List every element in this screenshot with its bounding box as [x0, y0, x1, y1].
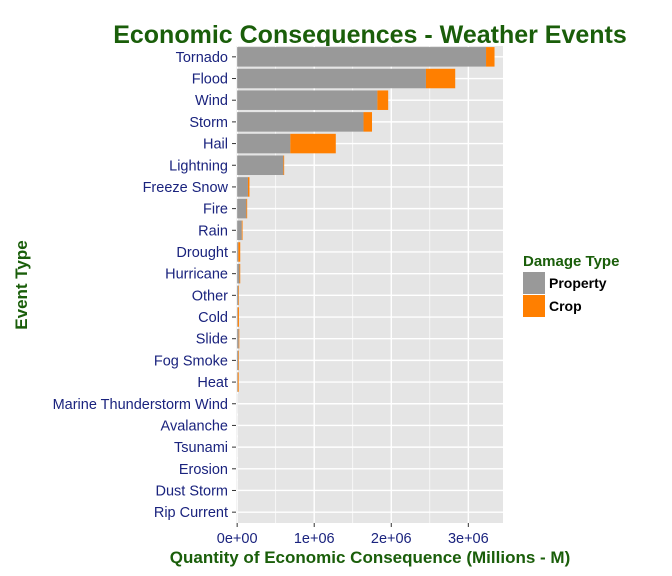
bar-crop: [238, 350, 239, 371]
x-axis-title: Quantity of Economic Consequence (Millio…: [170, 548, 570, 567]
legend-label-property: Property: [549, 275, 607, 291]
category-label: Hurricane: [165, 267, 228, 283]
legend-title: Damage Type: [523, 253, 619, 270]
bar-crop: [237, 307, 239, 327]
bar-crop: [238, 328, 240, 349]
category-label: Tsunami: [174, 440, 228, 456]
bar-crop: [241, 220, 243, 241]
x-tick-label: 1e+06: [294, 531, 335, 547]
chart-title: Economic Consequences - Weather Events: [113, 21, 627, 49]
bar-crop: [238, 285, 239, 306]
bar-crop: [246, 198, 248, 219]
category-label: Slide: [196, 332, 228, 348]
legend-label-crop: Crop: [549, 298, 582, 314]
category-label: Hail: [203, 137, 228, 153]
category-label: Avalanche: [161, 418, 228, 434]
bar-crop: [425, 68, 456, 89]
legend-key-property: [523, 272, 545, 294]
bar-property: [237, 220, 242, 241]
bar-property: [237, 155, 284, 176]
bar-crop: [238, 242, 241, 262]
bar-crop: [283, 155, 285, 176]
category-label: Marine Thunderstorm Wind: [53, 397, 228, 413]
x-axis-ticks: 0e+00 1e+06 2e+06 3e+06: [217, 523, 489, 547]
bar-crop: [239, 263, 241, 284]
bar-property: [237, 372, 238, 392]
bar-crop: [237, 372, 239, 392]
x-tick-label: 3e+06: [448, 531, 489, 547]
bar-property: [237, 177, 248, 197]
bar-property: [237, 47, 487, 67]
bar-property: [237, 198, 247, 219]
bar-property: [237, 328, 239, 349]
category-label: Heat: [197, 375, 228, 391]
legend: Damage Type Property Crop: [523, 253, 619, 317]
category-label: Rain: [198, 223, 228, 239]
bar-property: [237, 242, 239, 262]
bar-crop: [290, 133, 336, 154]
category-label: Erosion: [179, 462, 228, 478]
category-label: Rip Current: [154, 505, 228, 521]
legend-key-crop: [523, 295, 545, 317]
x-tick-label: 2e+06: [371, 531, 412, 547]
category-labels: Tornado Flood Wind Storm Hail Lightning Freeze…: [53, 50, 236, 521]
category-label: Fog Smoke: [154, 353, 228, 369]
bar-crop: [363, 112, 373, 132]
bar-property: [237, 68, 426, 89]
bar-property: [237, 133, 291, 154]
category-label: Wind: [195, 93, 228, 109]
category-label: Lightning: [169, 158, 228, 174]
category-label: Dust Storm: [155, 483, 228, 499]
category-label: Fire: [203, 202, 228, 218]
bar-crop: [486, 47, 495, 67]
bars: [237, 47, 495, 522]
category-label: Flood: [192, 72, 228, 88]
category-label: Freeze Snow: [143, 180, 229, 196]
category-label: Storm: [189, 115, 228, 131]
category-label: Tornado: [176, 50, 228, 66]
x-tick-label: 0e+00: [217, 531, 258, 547]
bar-crop: [377, 90, 389, 110]
category-label: Drought: [176, 245, 228, 261]
y-axis-title: Event Type: [12, 240, 31, 329]
bar-property: [237, 112, 364, 132]
bar-property: [237, 350, 239, 371]
category-label: Other: [192, 288, 228, 304]
bar-property: [237, 307, 238, 327]
bar-property: [237, 285, 239, 306]
bar-crop: [247, 177, 250, 197]
bar-property: [237, 90, 378, 110]
category-label: Cold: [198, 310, 228, 326]
bar-property: [237, 263, 240, 284]
